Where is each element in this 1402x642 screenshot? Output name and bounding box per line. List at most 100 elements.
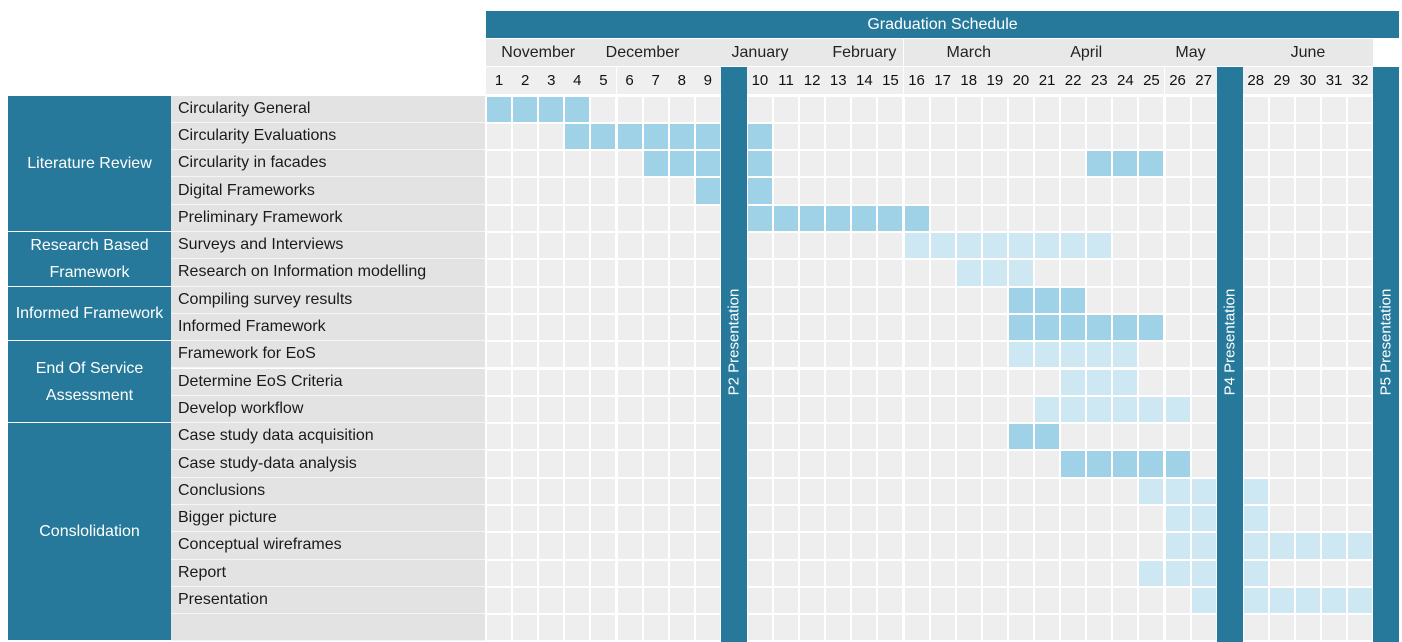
- gantt-cell: [955, 559, 982, 587]
- gantt-cell: [590, 95, 617, 123]
- gantt-cell: [1060, 232, 1087, 260]
- gantt-cell: [642, 450, 669, 478]
- gantt-cell: [1294, 586, 1321, 615]
- gantt-cell: [564, 505, 591, 533]
- gantt-cell: [1268, 313, 1295, 342]
- gantt-cell: [1034, 532, 1061, 560]
- gantt-cell: [1190, 232, 1217, 260]
- gantt-cell: [564, 450, 591, 478]
- week-number: 24: [1112, 67, 1139, 94]
- gantt-cell: [955, 341, 982, 369]
- gantt-cell: [1190, 95, 1217, 123]
- gantt-cell: [877, 341, 904, 369]
- gantt-cell: [512, 177, 539, 205]
- gantt-cell: [773, 95, 800, 123]
- gantt-cell: [1190, 450, 1217, 478]
- gantt-cell: [1321, 505, 1348, 533]
- gantt-cell: [825, 614, 852, 642]
- gantt-cell: [1034, 286, 1061, 314]
- gantt-cell: [564, 368, 591, 396]
- gantt-cell: [799, 150, 826, 178]
- gantt-cell: [1190, 614, 1217, 642]
- gantt-cell: [1060, 505, 1087, 533]
- gantt-cell: [1268, 614, 1295, 642]
- task-label: Conceptual wireframes: [171, 532, 485, 560]
- gantt-cell: [851, 368, 878, 396]
- gantt-cell: [642, 150, 669, 178]
- gantt-cell: [642, 532, 669, 560]
- gantt-cell: [799, 586, 826, 615]
- task-label: Compiling survey results: [171, 286, 485, 314]
- gantt-cell: [1112, 313, 1139, 342]
- gantt-cell: [1164, 450, 1191, 478]
- gantt-cell: [1164, 95, 1191, 123]
- gantt-cell: [512, 150, 539, 178]
- gantt-cell: [877, 532, 904, 560]
- gantt-cell: [1060, 122, 1087, 151]
- gantt-cell: [825, 341, 852, 369]
- gantt-cell: [1112, 259, 1139, 287]
- gantt-cell: [1034, 559, 1061, 587]
- gantt-cell: [825, 559, 852, 587]
- gantt-cell: [1034, 313, 1061, 342]
- gantt-cell: [1242, 341, 1269, 369]
- gantt-cell: [564, 477, 591, 505]
- gantt-cell: [590, 532, 617, 560]
- gantt-cell: [929, 286, 956, 314]
- gantt-cell: [1347, 232, 1374, 260]
- gantt-cell: [746, 286, 773, 314]
- gantt-cell: [668, 505, 695, 533]
- gantt-cell: [616, 150, 643, 178]
- gantt-cell: [929, 559, 956, 587]
- gantt-cell: [1034, 341, 1061, 369]
- week-number: 22: [1060, 67, 1087, 94]
- gantt-cell: [538, 559, 565, 587]
- gantt-cell: [642, 204, 669, 232]
- gantt-cell: [694, 95, 721, 123]
- week-number: 3: [538, 67, 565, 94]
- gantt-cell: [825, 259, 852, 287]
- gantt-cell: [799, 450, 826, 478]
- gantt-cell: [981, 532, 1008, 560]
- gantt-cell: [1321, 232, 1348, 260]
- gantt-cell: [1321, 395, 1348, 424]
- task-label: Determine EoS Criteria: [171, 368, 485, 396]
- gantt-cell: [1190, 177, 1217, 205]
- gantt-cell: [486, 341, 513, 369]
- gantt-cell: [1321, 204, 1348, 232]
- gantt-cell: [590, 259, 617, 287]
- gantt-cell: [1034, 150, 1061, 178]
- gantt-cell: [877, 313, 904, 342]
- gantt-cell: [538, 532, 565, 560]
- gantt-cell: [486, 368, 513, 396]
- gantt-cell: [929, 423, 956, 451]
- gantt-cell: [668, 204, 695, 232]
- gantt-cell: [1294, 450, 1321, 478]
- gantt-cell: [564, 395, 591, 424]
- gantt-cell: [1164, 395, 1191, 424]
- week-number: 23: [1086, 67, 1113, 94]
- gantt-cell: [486, 259, 513, 287]
- gantt-cell: [1268, 450, 1295, 478]
- gantt-cell: [799, 95, 826, 123]
- gantt-cell: [564, 341, 591, 369]
- month-header: February: [825, 39, 904, 66]
- gantt-cell: [1138, 586, 1165, 615]
- gantt-cell: [929, 122, 956, 151]
- gantt-cell: [799, 395, 826, 424]
- gantt-cell: [1007, 395, 1034, 424]
- gantt-cell: [825, 505, 852, 533]
- week-number: 9: [694, 67, 721, 94]
- gantt-cell: [668, 286, 695, 314]
- gantt-cell: [825, 532, 852, 560]
- gantt-cell: [1007, 368, 1034, 396]
- gantt-cell: [1060, 450, 1087, 478]
- gantt-cell: [538, 450, 565, 478]
- gantt-cell: [1347, 586, 1374, 615]
- gantt-cell: [1294, 313, 1321, 342]
- gantt-cell: [538, 341, 565, 369]
- gantt-cell: [668, 477, 695, 505]
- gantt-cell: [903, 586, 930, 615]
- gantt-cell: [1007, 313, 1034, 342]
- gantt-cell: [1294, 368, 1321, 396]
